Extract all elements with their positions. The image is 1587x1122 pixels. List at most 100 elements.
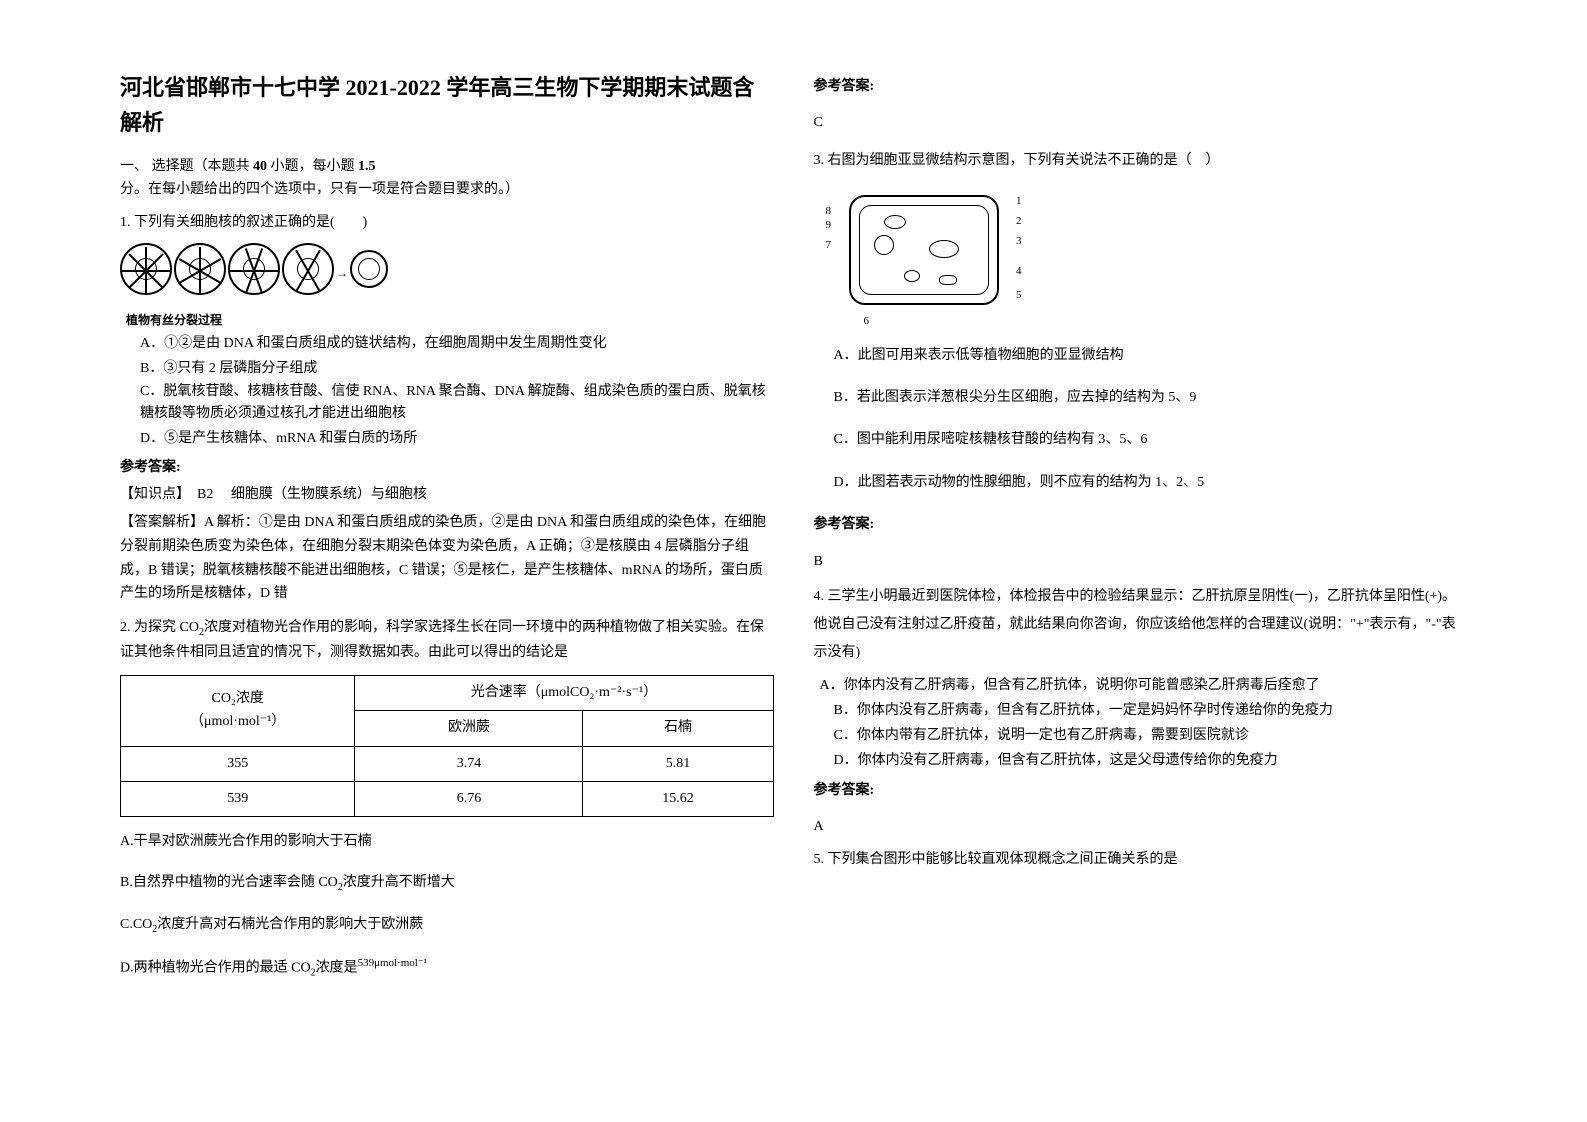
section-count: 40 [253,159,267,174]
q3-stem: 右图为细胞亚显微结构示意图，下列有关说法不正确的是（ ） [828,153,1220,168]
cell: 3.74 [355,746,583,781]
q1-explanation: 【答案解析】A 解析：①是由 DNA 和蛋白质组成的染色质，②是由 DNA 和蛋… [120,511,774,606]
label-7: 7 [826,237,832,255]
q4-answer-label: 参考答案: [814,780,1468,802]
q1-text: 1. 下列有关细胞核的叙述正确的是( ) [120,211,774,235]
table-header-co2: CO₂浓度 （μmol·mol⁻¹） [121,675,355,746]
q4-opt-a: A．你体内没有乙肝病毒，但含有乙肝抗体，说明你可能曾感染乙肝病毒后痊愈了 [820,673,1468,698]
table-row: 539 6.76 15.62 [121,782,774,817]
q3-answer: B [814,551,1468,573]
label-2: 2 [1016,213,1022,231]
organelle-icon [884,215,906,229]
table-col-2: 欧洲蕨 [355,711,583,746]
q2-answer-label: 参考答案: [814,76,1468,98]
cell: 355 [121,746,355,781]
question-3: 3. 右图为细胞亚显微结构示意图，下列有关说法不正确的是（ ） 1 2 3 4 … [814,149,1468,573]
left-column: 河北省邯郸市十七中学 2021-2022 学年高三生物下学期期末试题含解析 一、… [100,70,794,1052]
optc-1: C.CO [120,917,152,932]
rate-label: 光合速率（ [471,685,541,700]
section-mid: 小题，每小题 [267,159,358,174]
q4-options: A．你体内没有乙肝病毒，但含有乙肝抗体，说明你可能曾感染乙肝病毒后痊愈了 B．你… [820,673,1468,774]
right-column: 参考答案: C 3. 右图为细胞亚显微结构示意图，下列有关说法不正确的是（ ） … [794,70,1488,1052]
optd-val: 539μmol·mol⁻¹ [358,957,427,969]
nucleus-icon [874,235,894,255]
cell-icon [350,250,388,288]
q1-number: 1. [120,215,131,230]
q1-opt-c: C．脱氧核苷酸、核糖核苷酸、信使 RNA、RNA 聚合酶、DNA 解旋酶、组成染… [140,381,774,426]
q4-text: 4. 三学生小明最近到医院体检，体检报告中的检验结果显示：乙肝抗原呈阴性(一)，… [814,583,1468,667]
knowledge-text: B2 细胞膜（生物膜系统）与细胞核 [183,487,427,502]
organelle-icon [904,270,920,282]
arrow-icon: → [336,264,348,283]
organelle-icon [939,275,957,285]
question-1: 1. 下列有关细胞核的叙述正确的是( ) [120,211,774,606]
q1-options-2: D．⑤是产生核糖体、mRNA 和蛋白质的场所 [140,426,774,451]
co2-label: CO₂浓度 [212,691,264,706]
q2-text: 2. 为探究 CO2浓度对植物光合作用的影响，科学家选择生长在同一环境中的两种植… [120,616,774,665]
optb-1: B.自然界中植物的光合速率会随 CO [120,875,338,890]
q4-opt-d: D．你体内没有乙肝病毒，但含有乙肝抗体，这是父母遗传给你的免疫力 [834,748,1468,773]
knowledge-label: 【知识点】 [120,487,183,502]
q4-opt-c: C．你体内带有乙肝抗体，说明一定也有乙肝病毒，需要到医院就诊 [834,723,1468,748]
label-1: 1 [1016,193,1022,211]
q1-answer-label: 参考答案: [120,457,774,479]
organelle-icon [929,240,959,258]
q2-text-1: 为探究 CO [134,620,199,635]
label-6: 6 [864,313,870,331]
document-title: 河北省邯郸市十七中学 2021-2022 学年高三生物下学期期末试题含解析 [120,70,774,140]
q1-figure-label: 植物有丝分裂过程 [126,311,774,330]
cell: 6.76 [355,782,583,817]
q5-number: 5. [814,852,825,867]
question-4: 4. 三学生小明最近到医院体检，体检报告中的检验结果显示：乙肝抗原呈阴性(一)，… [814,583,1468,839]
q3-number: 3. [814,153,825,168]
q3-answer-label: 参考答案: [814,514,1468,536]
q4-stem: 三学生小明最近到医院体检，体检报告中的检验结果显示：乙肝抗原呈阴性(一)，乙肝抗… [814,589,1457,660]
cell-stage-2 [174,243,226,303]
q3-text: 3. 右图为细胞亚显微结构示意图，下列有关说法不正确的是（ ） [814,149,1468,173]
question-5: 5. 下列集合图形中能够比较直观体现概念之间正确关系的是 [814,848,1468,872]
cell-stage-4 [282,243,334,303]
q2-opt-c: C.CO2浓度升高对石楠光合作用的影响大于欧洲蕨 [120,914,774,938]
label-5: 5 [1016,287,1022,305]
label-9: 9 [826,217,832,235]
cell-stage-5 [350,250,388,296]
q3-opt-b: B．若此图表示洋葱根尖分生区细胞，应去掉的结构为 5、9 [834,387,1468,409]
q3-opt-a: A．此图可用来表示低等植物细胞的亚显微结构 [834,345,1468,367]
section-prefix: 一、 选择题（本题共 [120,159,253,174]
cell: 539 [121,782,355,817]
table-row: 355 3.74 5.81 [121,746,774,781]
q2-options: A.干旱对欧洲蕨光合作用的影响大于石楠 B.自然界中植物的光合速率会随 CO2浓… [120,831,774,981]
q4-opt-b: B．你体内没有乙肝病毒，但含有乙肝抗体，一定是妈妈怀孕时传递给你的免疫力 [834,698,1468,723]
cell-icon [174,243,226,295]
optb-2: 浓度升高不断增大 [343,875,455,890]
q5-text: 5. 下列集合图形中能够比较直观体现概念之间正确关系的是 [814,848,1468,872]
q2-table: CO₂浓度 （μmol·mol⁻¹） 光合速率（μmolCO₂·m⁻²·s⁻¹）… [120,675,774,818]
q2-number: 2. [120,620,131,635]
explain-text: A 解析：①是由 DNA 和蛋白质组成的染色质，②是由 DNA 和蛋白质组成的染… [120,515,766,601]
section-1-header: 一、 选择题（本题共 40 小题，每小题 1.5 分。在每小题给出的四个选项中，… [120,156,774,201]
label-3: 3 [1016,233,1022,251]
q1-options: A．①②是由 DNA 和蛋白质组成的链状结构，在细胞周期中发生周期性变化 B．③… [140,331,774,381]
q2-opt-d: D.两种植物光合作用的最适 CO2浓度是539μmol·mol⁻¹ [120,955,774,981]
q4-answer: A [814,816,1468,838]
q4-number: 4. [814,589,825,604]
q2-opt-b: B.自然界中植物的光合速率会随 CO2浓度升高不断增大 [120,872,774,896]
q2-opt-a: A.干旱对欧洲蕨光合作用的影响大于石楠 [120,831,774,853]
q5-stem: 下列集合图形中能够比较直观体现概念之间正确关系的是 [828,852,1178,867]
q1-knowledge: 【知识点】 B2 细胞膜（生物膜系统）与细胞核 [120,483,774,507]
q1-opt-a: A．①②是由 DNA 和蛋白质组成的链状结构，在细胞周期中发生周期性变化 [140,331,774,356]
q1-opt-d: D．⑤是产生核糖体、mRNA 和蛋白质的场所 [140,426,774,451]
table-col-3: 石楠 [583,711,773,746]
section-score: 1.5 [358,159,376,174]
q3-options: A．此图可用来表示低等植物细胞的亚显微结构 B．若此图表示洋葱根尖分生区细胞，应… [834,345,1468,495]
unit-close: ） [271,714,285,729]
q2-answer: C [814,112,1468,134]
section-suffix: 分。在每小题给出的四个选项中，只有一项是符合题目要求的。） [120,182,519,197]
q1-figure: → [120,243,774,303]
table-header-rate: 光合速率（μmolCO₂·m⁻²·s⁻¹） [355,675,773,710]
q3-figure: 1 2 3 4 5 6 7 8 9 [834,185,1014,325]
rate-unit: μmolCO₂·m⁻²·s⁻¹ [541,685,643,700]
question-2: 2. 为探究 CO2浓度对植物光合作用的影响，科学家选择生长在同一环境中的两种植… [120,616,774,982]
cell: 5.81 [583,746,773,781]
q1-stem: 下列有关细胞核的叙述正确的是( ) [134,215,367,230]
